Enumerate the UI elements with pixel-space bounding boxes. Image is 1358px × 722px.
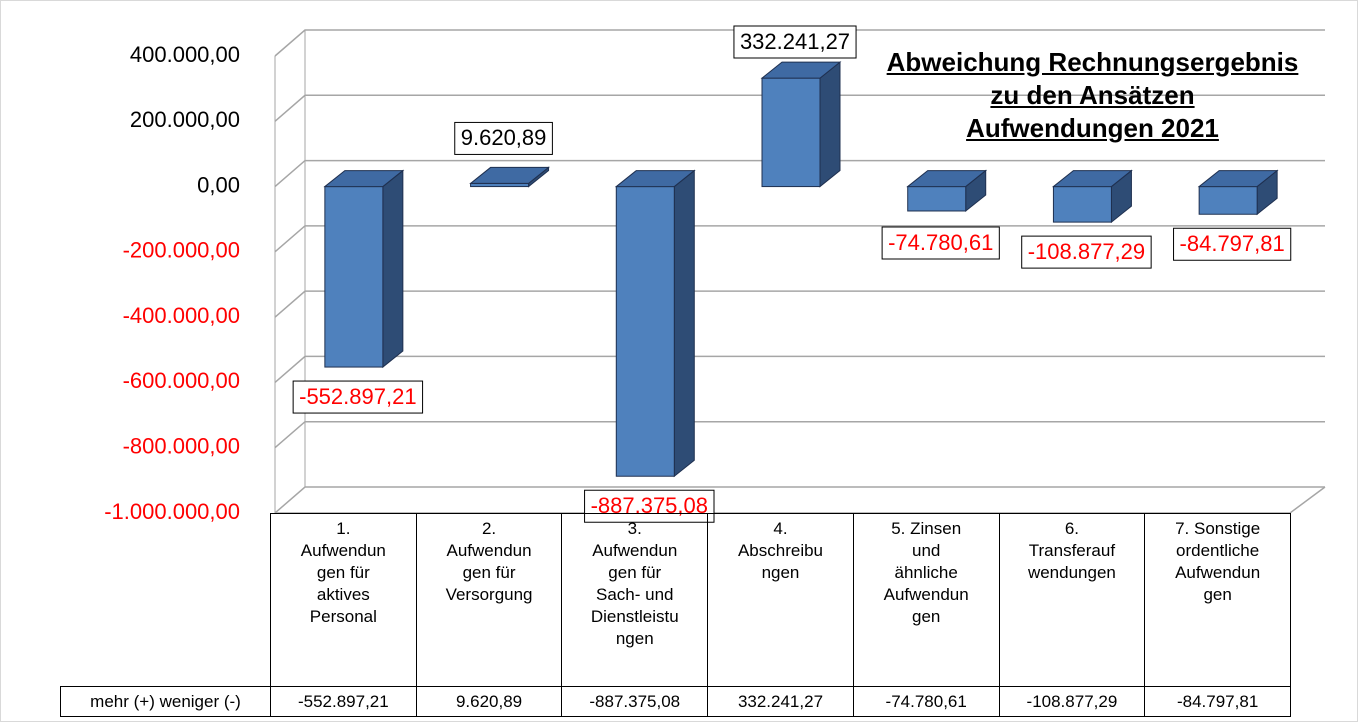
table-header-cell: 1. Aufwendungen für aktives Personal xyxy=(270,513,417,687)
chart-title: Abweichung Rechnungsergebnis zu den Ansät… xyxy=(830,46,1355,145)
y-tick-label: -200.000,00 xyxy=(123,238,240,263)
table-value-cell: -108.877,29 xyxy=(998,686,1146,717)
table-value-cell: -74.780,61 xyxy=(852,686,1000,717)
data-label-box xyxy=(1021,235,1152,269)
bar-top xyxy=(760,61,842,79)
title-line: Aufwendungen 2021 xyxy=(966,113,1219,143)
bar-front xyxy=(761,77,821,188)
table-header-cell: 5. Zinsen und ähnliche Aufwendungen xyxy=(852,513,1000,687)
bar-front xyxy=(1198,186,1258,215)
category-label: 7. Sonstige ordentliche Aufwendungen xyxy=(1175,519,1261,604)
bar xyxy=(323,169,405,369)
y-tick-label: -800.000,00 xyxy=(123,434,240,459)
bar xyxy=(760,61,842,188)
title-line: Abweichung Rechnungsergebnis xyxy=(886,47,1299,77)
category-label: 5. Zinsen und ähnliche Aufwendungen xyxy=(883,519,969,626)
category-label: 3. Aufwendungen für Sach- und Dienstleis… xyxy=(590,519,679,648)
grid-line xyxy=(274,159,1325,188)
table-header-cell: 3. Aufwendungen für Sach- und Dienstleis… xyxy=(561,513,709,687)
data-label: 332.241,27 xyxy=(740,29,850,54)
data-label: -74.780,61 xyxy=(888,230,993,255)
bar-front xyxy=(907,186,967,212)
bar xyxy=(614,169,696,478)
bar-front xyxy=(615,186,675,477)
data-label-box xyxy=(454,121,553,155)
table-header-cell: 6. Transferaufwendungen xyxy=(998,513,1146,687)
table-value-cell: -84.797,81 xyxy=(1144,686,1291,717)
table-row-label: mehr (+) weniger (-) xyxy=(60,686,271,717)
category-label: 2. Aufwendungen für Versorgung xyxy=(445,519,533,604)
grid-line xyxy=(274,355,1325,383)
grid-line xyxy=(274,290,1325,318)
data-label-box xyxy=(881,226,1000,260)
bar xyxy=(1052,169,1133,224)
bar-front xyxy=(324,186,384,368)
grid-line xyxy=(274,486,1325,514)
grid-line xyxy=(274,225,1325,253)
table-header-cell: 4. Abschreibungen xyxy=(707,513,854,687)
bar-side xyxy=(673,169,695,478)
category-label: 4. Abschreibungen xyxy=(737,519,824,582)
bar xyxy=(469,166,550,188)
table-value-cell: -552.897,21 xyxy=(270,686,417,717)
bar-top xyxy=(323,170,405,188)
data-label: 9.620,89 xyxy=(461,125,547,150)
grid-line xyxy=(274,94,1325,122)
y-tick-label: 200.000,00 xyxy=(130,107,240,132)
bar-top xyxy=(469,166,550,184)
data-label-box xyxy=(1173,227,1292,261)
category-label: 1. Aufwendungen für aktives Personal xyxy=(300,519,386,626)
grid-line xyxy=(274,29,1325,57)
y-tick-label: 0,00 xyxy=(197,172,240,197)
y-tick-label: -600.000,00 xyxy=(123,368,240,393)
table-value-cell: -887.375,08 xyxy=(561,686,709,717)
data-label: -84.797,81 xyxy=(1180,231,1285,256)
grid-line xyxy=(274,420,1325,449)
bar xyxy=(906,169,988,213)
table-value-cell: 9.620,89 xyxy=(415,686,563,717)
bar-top xyxy=(906,170,988,188)
bar-top xyxy=(1052,170,1133,188)
table-value-cell: 332.241,27 xyxy=(707,686,854,717)
data-label-box xyxy=(733,25,857,59)
table-header-cell: 2. Aufwendungen für Versorgung xyxy=(415,513,563,687)
data-label-box xyxy=(584,489,715,523)
bar-side xyxy=(382,169,404,369)
bar-front xyxy=(1052,186,1112,223)
bar-top xyxy=(1197,170,1279,188)
category-label: 6. Transferaufwendungen xyxy=(1027,519,1116,582)
y-tick-label: -1.000.000,00 xyxy=(104,499,240,524)
bar-top xyxy=(614,170,696,188)
y-tick-label: -400.000,00 xyxy=(123,303,240,328)
data-label: -108.877,29 xyxy=(1028,239,1145,264)
table-header-cell: 7. Sonstige ordentliche Aufwendungen xyxy=(1144,513,1291,687)
y-tick-label: 400.000,00 xyxy=(130,42,240,67)
title-line: zu den Ansätzen xyxy=(990,80,1195,110)
data-label-box xyxy=(292,380,424,414)
data-label: -552.897,21 xyxy=(299,384,416,409)
bar xyxy=(1197,169,1279,216)
floor-edge xyxy=(275,486,1326,514)
